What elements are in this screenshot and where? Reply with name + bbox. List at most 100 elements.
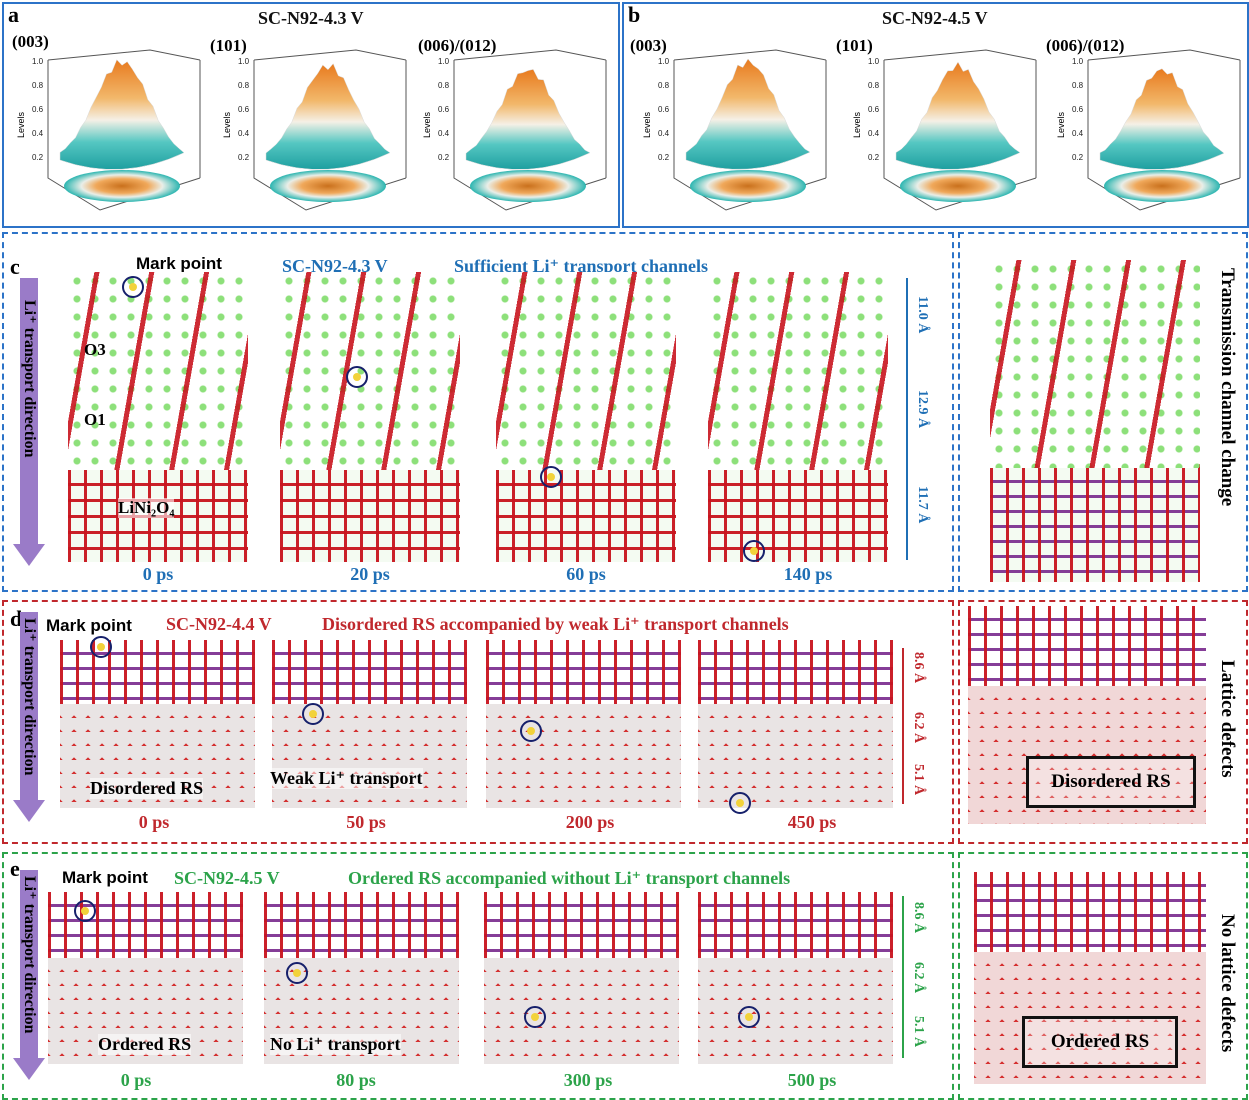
z-tick-label: 1.0	[438, 57, 450, 66]
panel-e-time-1: 80 ps	[336, 1070, 376, 1090]
surface-peak	[1099, 68, 1225, 170]
z-tick-label: 0.2	[238, 153, 250, 162]
z-tick-label: 0.8	[32, 81, 44, 90]
panel-d-note: Disordered RS accompanied by weak Li⁺ tr…	[322, 614, 789, 634]
panel-d-time-1: 50 ps	[346, 812, 386, 832]
z-tick-label: 1.0	[1072, 57, 1084, 66]
panel-c-frame-2	[496, 272, 676, 562]
z-tick-label: 0.6	[1072, 105, 1084, 114]
panel-e-side-label: No lattice defects	[1217, 914, 1238, 1053]
z-tick-label: 0.6	[868, 105, 880, 114]
panel-b-peak-1: (003)	[630, 36, 667, 55]
z-axis-label: Levels	[642, 111, 652, 138]
projection-disc	[1104, 170, 1220, 202]
panel-d-inset-label-1: Weak Li⁺ transport	[270, 768, 423, 789]
panel-c-dim-0: 11.0 Å	[915, 296, 930, 334]
panel-e-inset-label-0: Ordered RS	[98, 1034, 192, 1055]
surface-plot-1: 1.0 0.8 0.6 0.4 0.2 Levels	[222, 49, 407, 211]
z-tick-label: 0.6	[438, 105, 450, 114]
panel-e-box-label: Ordered RS	[1022, 1016, 1178, 1068]
panel-c-note: Sufficient Li⁺ transport channels	[454, 256, 709, 276]
panel-d-side-structure	[968, 606, 1206, 824]
mark-point-e-3	[738, 1006, 760, 1028]
panel-e-dim-0: 8.6 Å	[911, 902, 926, 934]
panel-a-letter: a	[8, 2, 19, 27]
panel-b-peak-2: (101)	[836, 36, 873, 55]
panel-e-condition: SC-N92-4.5 V	[174, 868, 280, 888]
panel-c-mark-label: Mark point	[136, 254, 222, 273]
mark-point-d-2	[520, 720, 542, 742]
z-tick-label: 0.8	[1072, 81, 1084, 90]
panel-e-arrow-head	[13, 1058, 45, 1080]
panel-d-dim-line	[902, 648, 904, 804]
panel-e-time-0: 0 ps	[120, 1070, 152, 1090]
surface-plot-3: 1.0 0.8 0.6 0.4 0.2 Levels	[642, 49, 827, 211]
panel-a-peak-1: (003)	[12, 32, 49, 51]
z-tick-label: 0.6	[658, 105, 670, 114]
panel-e-frame	[2, 852, 954, 1100]
panel-e-frame-3	[698, 892, 893, 1064]
z-tick-label: 0.4	[438, 129, 450, 138]
panel-d-frame-2	[486, 640, 681, 808]
surface-plot-5: 1.0 0.8 0.6 0.4 0.2 Levels	[1056, 49, 1241, 211]
panel-b-frame	[622, 2, 1249, 228]
layer-label-o3: O3	[84, 340, 106, 359]
projection-disc	[270, 170, 386, 202]
panel-e-dim-line	[902, 896, 904, 1058]
panel-e-arrow-shaft	[20, 870, 38, 1060]
panel-c-frame-3	[708, 272, 888, 562]
mark-point-c-0	[122, 276, 144, 298]
panel-c-time-0: 0 ps	[142, 564, 174, 584]
mark-point-d-0	[90, 636, 112, 658]
panel-e-mark-label: Mark point	[62, 868, 148, 887]
surface-peak	[465, 69, 591, 170]
panel-c-frame	[2, 232, 954, 592]
panel-c-frame-0	[68, 272, 248, 562]
mark-point-e-1	[286, 962, 308, 984]
z-tick-label: 0.8	[438, 81, 450, 90]
panel-e-inset-label-1: No Li⁺ transport	[270, 1034, 401, 1055]
mark-point-c-3	[743, 540, 765, 562]
panel-c-time-3: 140 ps	[783, 564, 833, 584]
z-tick-label: 1.0	[658, 57, 670, 66]
panel-d-inset-label-0: Disordered RS	[90, 778, 204, 799]
z-tick-label: 1.0	[238, 57, 250, 66]
panel-d-time-3: 450 ps	[787, 812, 837, 832]
panel-d-time-0: 0 ps	[138, 812, 170, 832]
panel-e-time-2: 300 ps	[563, 1070, 613, 1090]
panel-d-mark-label: Mark point	[46, 616, 132, 635]
panel-a-title: SC-N92-4.3 V	[258, 8, 364, 28]
panel-d-side-label: Lattice defects	[1217, 660, 1238, 778]
z-tick-label: 0.2	[438, 153, 450, 162]
z-tick-label: 0.2	[1072, 153, 1084, 162]
panel-c-side-label: Transmission channel change	[1217, 268, 1238, 507]
panel-d-side-frame	[958, 600, 1248, 844]
panel-c-dim-line	[906, 278, 908, 560]
mark-point-d-3	[729, 792, 751, 814]
panel-d-arrow-label: Li⁺ transport direction	[21, 618, 38, 776]
z-tick-label: 0.2	[868, 153, 880, 162]
projection-disc	[690, 170, 806, 202]
mark-point-c-2	[540, 466, 562, 488]
z-axis-label: Levels	[222, 111, 232, 138]
projection-disc	[64, 170, 180, 202]
panel-a-frame	[2, 2, 620, 228]
z-tick-label: 0.4	[1072, 129, 1084, 138]
z-tick-label: 0.6	[238, 105, 250, 114]
panel-c-side-frame	[958, 232, 1248, 592]
panel-e-arrow-label: Li⁺ transport direction	[21, 876, 38, 1034]
panel-d-box-label: Disordered RS	[1026, 756, 1196, 808]
panel-e-dim-2: 5.1 Å	[911, 1016, 926, 1048]
z-axis-label: Levels	[16, 111, 26, 138]
panel-c-time-2: 60 ps	[566, 564, 606, 584]
z-tick-label: 0.2	[658, 153, 670, 162]
mark-point-e-0	[74, 900, 96, 922]
z-tick-label: 0.8	[868, 81, 880, 90]
panel-c-dim-2: 11.7 Å	[915, 486, 930, 524]
z-tick-label: 0.4	[32, 129, 44, 138]
surface-peak	[895, 61, 1021, 170]
panel-e-time-3: 500 ps	[787, 1070, 837, 1090]
z-tick-label: 0.6	[32, 105, 44, 114]
z-axis-label: Levels	[1056, 111, 1066, 138]
panel-d-dim-1: 6.2 Å	[911, 712, 926, 744]
